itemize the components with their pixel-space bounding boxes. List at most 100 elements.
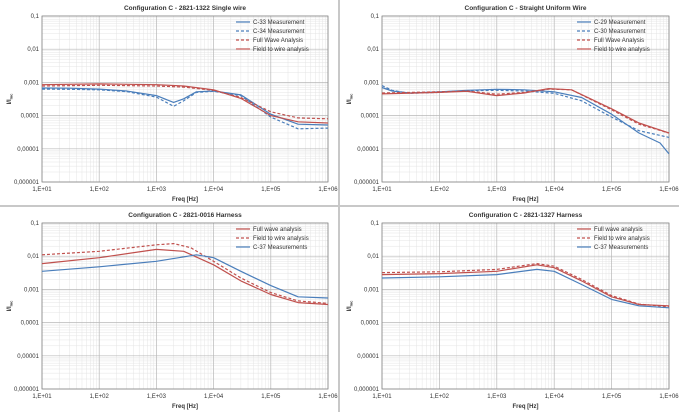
legend-label-1: Full wave analysis — [594, 227, 643, 233]
x-tick-label: 1,E+06 — [318, 394, 338, 400]
plot-area-border — [381, 15, 670, 183]
y-tick-label: 0,000001 — [354, 180, 380, 186]
legend-label-1: C-29 Measurement — [594, 20, 646, 26]
series-line-1 — [41, 248, 329, 306]
chart-harness-1327: 1,E+01 1,E+02 1,E+03 1,E+04 1,E+05 1,E+06 0,00… — [347, 212, 679, 410]
legend-label-1: C-33 Measurement — [253, 20, 305, 26]
y-tick-label: 0,00001 — [17, 147, 39, 153]
x-tick-label: 1,E+01 — [32, 187, 52, 193]
y-tick-label: 0,00001 — [17, 354, 39, 360]
legend-label-2: Field to wire analysis — [253, 236, 309, 242]
minor-gridlines — [42, 223, 328, 389]
series-line-3 — [381, 268, 670, 309]
x-axis-label: Freq [Hz] — [513, 197, 539, 203]
chart-title: Configuration C - 2821-1322 Single wire — [124, 5, 246, 12]
y-axis-label: I/Iinc — [7, 93, 14, 105]
y-tick-label: 0,0001 — [21, 321, 40, 327]
x-axis-label: Freq [Hz] — [172, 404, 198, 410]
y-tick-label: 0,001 — [364, 287, 380, 293]
chart-panel-harness-1327: 1,E+01 1,E+02 1,E+03 1,E+04 1,E+05 1,E+06 0,00… — [340, 207, 679, 412]
legend-label-3: Full Wave Analysis — [594, 38, 644, 44]
legend-label-2: C-30 Measurement — [594, 29, 646, 35]
series-line-3 — [41, 84, 329, 120]
y-tick-label: 0,00001 — [357, 147, 379, 153]
x-tick-label: 1,E+05 — [602, 394, 622, 400]
y-tick-label: 0,1 — [31, 14, 40, 20]
x-tick-label: 1,E+01 — [372, 394, 392, 400]
x-tick-label: 1,E+04 — [545, 394, 565, 400]
legend-label-4: Field to wire analysis — [594, 47, 650, 53]
chart-panel-straight-uniform-wire: 1,E+01 1,E+02 1,E+03 1,E+04 1,E+05 1,E+06 0,00… — [340, 0, 679, 205]
x-axis-label: Freq [Hz] — [172, 197, 198, 203]
y-tick-label: 0,01 — [27, 47, 39, 53]
y-tick-label: 0,0001 — [361, 321, 380, 327]
legend-label-4: Field to wire analysis — [253, 47, 309, 53]
chart-harness-0016: 1,E+01 1,E+02 1,E+03 1,E+04 1,E+05 1,E+06 0,00… — [7, 212, 338, 410]
y-tick-label: 0,1 — [371, 14, 380, 20]
x-tick-label: 1,E+06 — [659, 394, 679, 400]
chart-title: Configuration C - 2821-0016 Harness — [128, 212, 242, 219]
x-tick-label: 1,E+06 — [659, 187, 679, 193]
x-tick-label: 1,E+05 — [261, 394, 281, 400]
chart-panel-harness-0016: 1,E+01 1,E+02 1,E+03 1,E+04 1,E+05 1,E+06 0,00… — [0, 207, 338, 412]
legend-label-3: Full Wave Analysis — [253, 38, 303, 44]
series-line-2 — [381, 262, 670, 308]
x-tick-label: 1,E+02 — [430, 394, 450, 400]
series-line-1 — [381, 264, 670, 307]
y-axis-label-subscript: inc — [349, 93, 354, 100]
y-axis-label-subscript: inc — [9, 300, 14, 307]
chart-single-wire: 1,E+01 1,E+02 1,E+03 1,E+04 1,E+05 1,E+06 0,00… — [7, 5, 338, 203]
plot-area-border — [41, 222, 329, 390]
y-tick-label: 0,001 — [24, 287, 40, 293]
legend: Full wave analysis Field to wire analysis… — [577, 227, 650, 251]
y-tick-label: 0,000001 — [354, 387, 380, 393]
y-tick-label: 0,0001 — [361, 114, 380, 120]
series-line-4 — [381, 87, 670, 134]
legend-label-3: C-37 Measurements — [253, 245, 307, 251]
y-tick-label: 0,0001 — [21, 114, 40, 120]
legend-label-3: C-37 Measurements — [594, 245, 648, 251]
chart-panel-single-wire: 1,E+01 1,E+02 1,E+03 1,E+04 1,E+05 1,E+06 0,00… — [0, 0, 338, 205]
chart-title: Configuration C - 2821-1327 Harness — [469, 212, 583, 219]
legend: C-33 Measurement C-34 Measurement Full Wav… — [236, 20, 309, 53]
minor-gridlines — [42, 16, 328, 182]
series-line-1 — [41, 87, 329, 126]
x-tick-label: 1,E+03 — [147, 394, 167, 400]
y-axis-label-subscript: inc — [349, 300, 354, 307]
x-tick-label: 1,E+02 — [430, 187, 450, 193]
x-tick-label: 1,E+03 — [487, 394, 507, 400]
x-tick-label: 1,E+06 — [318, 187, 338, 193]
y-tick-label: 0,000001 — [14, 387, 40, 393]
y-tick-label: 0,000001 — [14, 180, 40, 186]
x-tick-label: 1,E+02 — [90, 394, 110, 400]
y-axis-label-subscript: inc — [9, 93, 14, 100]
y-axis-label: I/Iinc — [7, 300, 14, 312]
legend: C-29 Measurement C-30 Measurement Full Wav… — [577, 20, 650, 53]
legend-label-1: Full wave analysis — [253, 227, 302, 233]
x-tick-label: 1,E+03 — [487, 187, 507, 193]
y-tick-label: 0,1 — [371, 221, 380, 227]
x-tick-label: 1,E+04 — [545, 187, 565, 193]
chart-straight-uniform-wire: 1,E+01 1,E+02 1,E+03 1,E+04 1,E+05 1,E+06 0,00… — [347, 5, 679, 203]
x-tick-label: 1,E+03 — [147, 187, 167, 193]
y-tick-label: 0,001 — [364, 80, 380, 86]
y-axis-label: I/Iinc — [347, 300, 354, 312]
x-tick-label: 1,E+04 — [204, 394, 224, 400]
series-line-2 — [41, 242, 329, 304]
series-line-4 — [41, 83, 329, 124]
plot-area-border — [381, 222, 670, 390]
y-tick-label: 0,1 — [31, 221, 40, 227]
y-tick-label: 0,001 — [24, 80, 40, 86]
minor-gridlines — [382, 16, 669, 182]
horizontal-divider — [0, 205, 679, 207]
y-tick-label: 0,00001 — [357, 354, 379, 360]
x-tick-label: 1,E+04 — [204, 187, 224, 193]
x-axis-label: Freq [Hz] — [513, 404, 539, 410]
x-tick-label: 1,E+01 — [32, 394, 52, 400]
chart-title: Configuration C - Straight Uniform Wire — [465, 5, 587, 12]
x-tick-label: 1,E+02 — [90, 187, 110, 193]
y-tick-label: 0,01 — [27, 254, 39, 260]
x-tick-label: 1,E+01 — [372, 187, 392, 193]
y-tick-label: 0,01 — [367, 254, 379, 260]
